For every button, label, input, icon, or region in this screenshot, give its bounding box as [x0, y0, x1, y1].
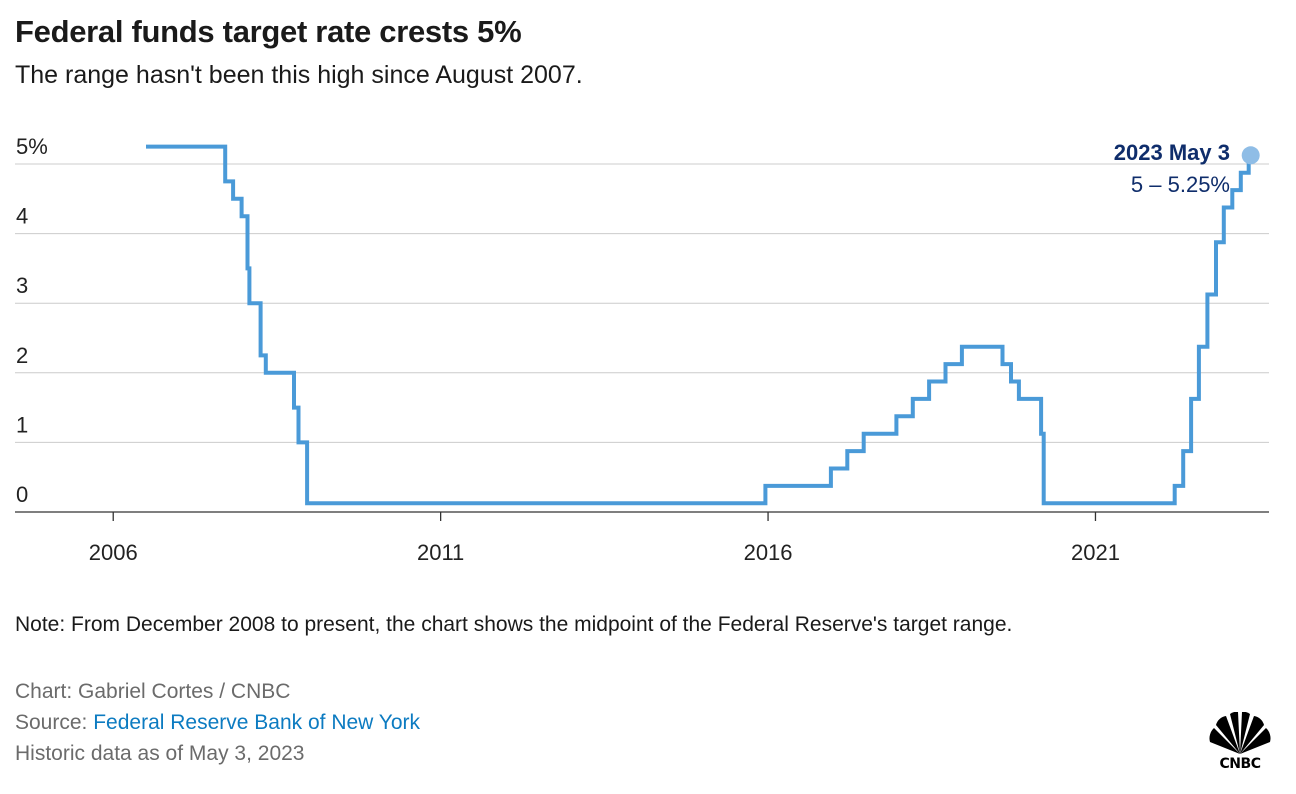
y-tick-label: 1 [16, 412, 28, 437]
source-label: Source: [15, 711, 94, 734]
peacock-icon [1209, 711, 1271, 754]
chart-note: Note: From December 2008 to present, the… [15, 613, 1013, 636]
x-axis-ticks: 2006 2011 2016 2021 [89, 512, 1120, 565]
x-tick-label: 2021 [1071, 540, 1120, 565]
y-tick-label: 5% [16, 134, 48, 159]
annotation-point [1241, 146, 1260, 165]
chart-subtitle: The range hasn't been this high since Au… [15, 61, 583, 89]
annotation-value: 5 – 5.25% [1131, 172, 1230, 197]
source-link[interactable]: Federal Reserve Bank of New York [93, 711, 421, 734]
y-tick-label: 4 [16, 204, 28, 229]
y-tick-label: 3 [16, 273, 28, 298]
annotation-date: 2023 May 3 [1114, 140, 1230, 165]
chart-source: Source: Federal Reserve Bank of New York [15, 711, 420, 735]
series-line [146, 144, 1251, 506]
chart-title: Federal funds target rate crests 5% [15, 14, 522, 49]
grid-lines [15, 163, 1269, 443]
cnbc-logo-text: CNBC [1219, 756, 1261, 772]
x-tick-label: 2006 [89, 540, 138, 565]
x-tick-label: 2011 [417, 540, 464, 565]
x-tick-label: 2016 [744, 540, 793, 565]
series-layer [146, 144, 1260, 506]
data-as-of: Historic data as of May 3, 2023 [15, 742, 305, 765]
rate-chart: 5% 4 3 2 1 0 2006 2011 2016 2021 2023 May 3 5 – … [15, 134, 1269, 565]
y-tick-label: 0 [16, 482, 28, 507]
y-tick-label: 2 [16, 343, 28, 368]
cnbc-logo: CNBC [1202, 711, 1278, 774]
chart-credit: Chart: Gabriel Cortes / CNBC [15, 680, 291, 703]
y-axis-ticks: 5% 4 3 2 1 0 [16, 134, 48, 507]
